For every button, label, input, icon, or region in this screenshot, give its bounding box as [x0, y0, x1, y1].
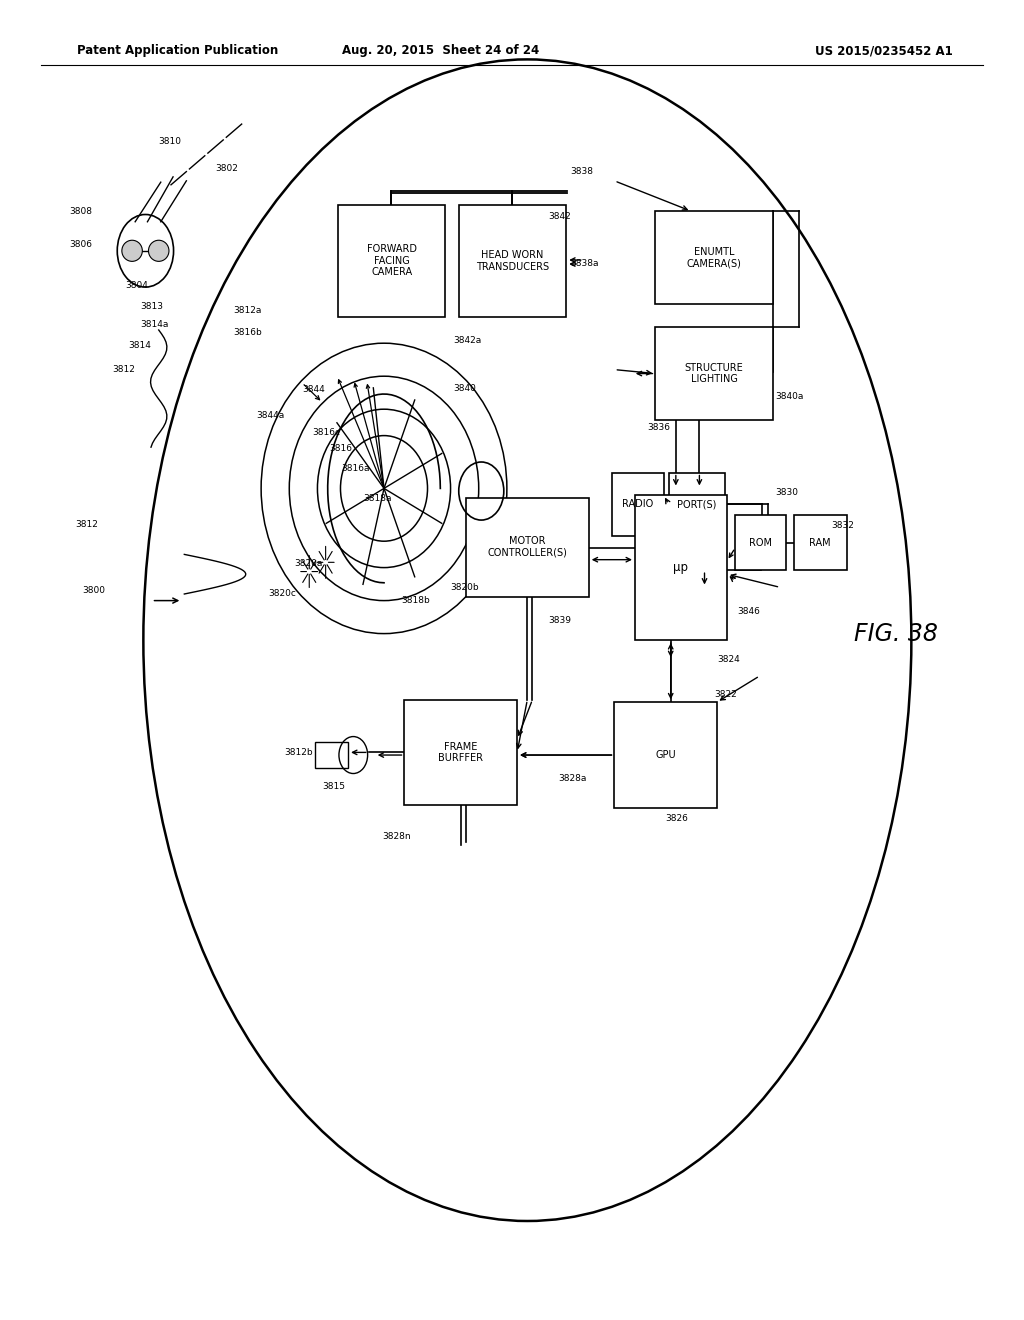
- Bar: [635, 495, 727, 640]
- Text: 3814: 3814: [128, 342, 151, 350]
- Bar: [669, 473, 725, 536]
- Text: 3802: 3802: [215, 165, 238, 173]
- Text: 3812a: 3812a: [233, 306, 262, 314]
- Text: 3816a: 3816a: [341, 465, 370, 473]
- Text: ENUMTL
CAMERA(S): ENUMTL CAMERA(S): [687, 247, 741, 268]
- Text: 3828a: 3828a: [558, 775, 587, 783]
- Text: Aug. 20, 2015  Sheet 24 of 24: Aug. 20, 2015 Sheet 24 of 24: [342, 45, 539, 57]
- Text: FIG. 38: FIG. 38: [854, 622, 938, 645]
- Text: 3816b: 3816b: [233, 329, 262, 337]
- Text: 3800: 3800: [82, 586, 104, 594]
- Text: RAM: RAM: [809, 537, 831, 548]
- Text: 3842a: 3842a: [454, 337, 482, 345]
- Text: FORWARD
FACING
CAMERA: FORWARD FACING CAMERA: [367, 244, 417, 277]
- Text: 3842: 3842: [548, 213, 570, 220]
- Text: 3838a: 3838a: [570, 260, 599, 268]
- Text: 3808: 3808: [70, 207, 92, 215]
- Bar: [612, 473, 664, 536]
- Text: 3838: 3838: [570, 168, 593, 176]
- Text: STRUCTURE
LIGHTING: STRUCTURE LIGHTING: [685, 363, 743, 384]
- Bar: [459, 205, 566, 317]
- Text: 3839: 3839: [548, 616, 570, 624]
- Bar: [404, 700, 517, 805]
- Text: HEAD WORN
TRANSDUCERS: HEAD WORN TRANSDUCERS: [476, 249, 549, 272]
- Text: 3846: 3846: [737, 607, 760, 615]
- Text: 3824: 3824: [717, 656, 739, 664]
- Text: 3844a: 3844a: [256, 412, 285, 420]
- Text: ROM: ROM: [750, 537, 772, 548]
- Text: 3836: 3836: [647, 424, 670, 432]
- Text: 3818a: 3818a: [364, 495, 392, 503]
- Text: μp: μp: [674, 561, 688, 574]
- Text: 3813: 3813: [140, 302, 163, 310]
- Ellipse shape: [122, 240, 142, 261]
- Bar: [655, 327, 773, 420]
- Text: 3830: 3830: [775, 488, 798, 496]
- Text: MOTOR
CONTROLLER(S): MOTOR CONTROLLER(S): [487, 536, 567, 558]
- Text: 3818b: 3818b: [401, 597, 430, 605]
- Text: 3815: 3815: [323, 783, 345, 791]
- Bar: [735, 515, 786, 570]
- Text: 3826: 3826: [666, 814, 688, 822]
- Text: PORT(S): PORT(S): [677, 499, 717, 510]
- Text: 3844: 3844: [302, 385, 325, 393]
- Text: FRAME
BURFFER: FRAME BURFFER: [438, 742, 483, 763]
- Text: 3810: 3810: [159, 137, 181, 145]
- Text: 3816c: 3816c: [312, 429, 340, 437]
- Bar: [338, 205, 445, 317]
- Text: 3812b: 3812b: [285, 748, 313, 756]
- Bar: [794, 515, 847, 570]
- Text: 3806: 3806: [70, 240, 92, 248]
- Text: 3840: 3840: [454, 384, 476, 392]
- Text: 3832: 3832: [831, 521, 854, 529]
- Ellipse shape: [148, 240, 169, 261]
- Text: 3822: 3822: [715, 690, 737, 698]
- Text: 3812: 3812: [76, 520, 98, 528]
- Text: 3840a: 3840a: [775, 392, 804, 400]
- Text: 3828n: 3828n: [382, 833, 411, 841]
- Text: US 2015/0235452 A1: US 2015/0235452 A1: [814, 45, 952, 57]
- Text: 3820a: 3820a: [294, 560, 323, 568]
- Text: 3820b: 3820b: [451, 583, 479, 591]
- Text: 3804: 3804: [125, 281, 147, 289]
- Text: Patent Application Publication: Patent Application Publication: [77, 45, 279, 57]
- Text: GPU: GPU: [655, 750, 676, 760]
- Text: RADIO: RADIO: [623, 499, 653, 510]
- Bar: [315, 742, 348, 768]
- Text: 3820c: 3820c: [268, 590, 296, 598]
- Bar: [655, 211, 773, 304]
- Bar: [466, 498, 589, 597]
- Text: 3816: 3816: [330, 445, 352, 453]
- Text: 3814a: 3814a: [140, 321, 169, 329]
- Text: 3812: 3812: [113, 366, 135, 374]
- Bar: [614, 702, 717, 808]
